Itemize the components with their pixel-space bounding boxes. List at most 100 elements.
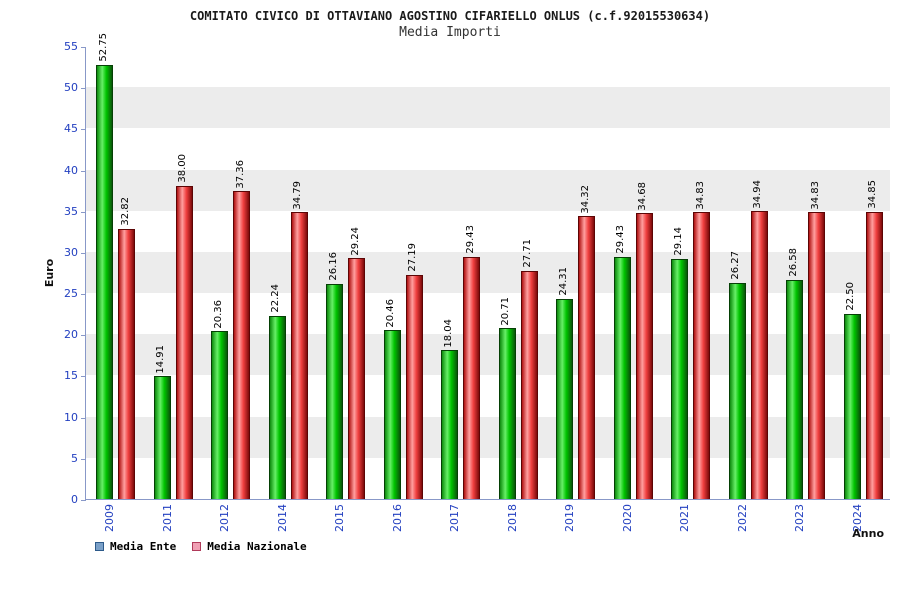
bar-value-label-media-nazionale-2024: 34.85 — [867, 180, 878, 209]
bar-value-label-media-nazionale-2023: 34.83 — [809, 180, 821, 210]
x-tick-label-2020: 2020 — [620, 504, 634, 532]
y-tick-label: 55 — [64, 40, 78, 53]
y-tick-label: 15 — [64, 369, 78, 383]
bar-value-label-media-ente-2024: 22.50 — [845, 282, 856, 311]
bar-value-label-media-nazionale-2014: 34.79 — [292, 180, 303, 210]
bar-value-label-media-ente-2018: 20.71 — [500, 296, 511, 326]
bar-media-ente-2020 — [613, 256, 631, 499]
x-tick-label-2019: 2019 — [563, 504, 576, 532]
bar-media-ente-2024 — [843, 313, 861, 499]
bar-media-ente-2009 — [96, 64, 113, 499]
grid-band — [86, 334, 890, 376]
bar-media-ente-2021 — [671, 259, 688, 499]
bar-value-label-media-nazionale-2022: 34.94 — [752, 179, 763, 209]
x-tick-label-2011: 2011 — [160, 504, 174, 532]
legend-item-media-ente: Media Ente — [95, 540, 176, 553]
y-tick-mark — [81, 170, 86, 172]
plot-area: 0 5 10 15 20 25 30 35 40 45 50 55 52.75 32.82 2009 14.9… — [64, 33, 890, 532]
bar-media-ente-2017 — [441, 350, 458, 499]
y-tick-label: 0 — [71, 493, 78, 506]
grid-band — [86, 128, 890, 170]
bar-media-nazionale-2019 — [578, 216, 595, 499]
grid-band — [86, 251, 890, 294]
grid-band — [86, 416, 890, 458]
y-tick-mark — [81, 47, 86, 48]
y-tick-label: 20 — [64, 328, 78, 342]
bar-media-ente-2015 — [326, 283, 343, 499]
bar-media-nazionale-2022 — [750, 211, 768, 499]
bar-media-ente-2019 — [556, 298, 573, 499]
x-tick-label-2021: 2021 — [678, 504, 691, 532]
chart-title: COMITATO CIVICO DI OTTAVIANO AGOSTINO CI… — [189, 9, 711, 23]
bar-media-nazionale-2012 — [233, 191, 250, 499]
grid-band — [86, 293, 890, 335]
bar-value-label-media-nazionale-2019: 34.32 — [579, 184, 591, 214]
bar-media-nazionale-2024 — [865, 211, 883, 499]
y-tick-mark — [81, 294, 86, 296]
bar-value-label-media-nazionale-2011: 38.00 — [177, 154, 188, 184]
bar-media-ente-2023 — [786, 280, 803, 499]
x-tick-label-2016: 2016 — [390, 504, 404, 532]
x-tick-label-2017: 2017 — [448, 504, 461, 532]
bar-value-label-media-nazionale-2021: 34.83 — [694, 180, 706, 210]
bar-value-label-media-ente-2015: 26.16 — [327, 251, 339, 281]
bar-media-nazionale-2011 — [175, 186, 193, 499]
bar-media-nazionale-2018 — [520, 270, 538, 499]
bar-value-label-media-ente-2017: 18.04 — [442, 318, 454, 348]
x-tick-label-2009: 2009 — [103, 504, 116, 532]
y-tick-mark — [81, 417, 86, 419]
x-tick-label-2018: 2018 — [505, 504, 519, 532]
bar-value-label-media-nazionale-2020: 34.68 — [637, 181, 648, 211]
bar-value-label-media-ente-2012: 20.36 — [212, 299, 224, 329]
bar-value-label-media-nazionale-2018: 27.71 — [522, 239, 533, 268]
bar-value-label-media-ente-2022: 26.27 — [730, 251, 741, 280]
y-tick-mark — [81, 211, 86, 213]
bar-value-label-media-nazionale-2015: 29.24 — [349, 226, 361, 256]
bar-media-nazionale-2009 — [118, 228, 135, 499]
bar-value-label-media-nazionale-2009: 32.82 — [119, 197, 131, 226]
grid-band — [86, 457, 890, 499]
y-axis-title: Euro — [43, 258, 56, 288]
bar-media-ente-2018 — [498, 328, 516, 499]
bar-media-nazionale-2021 — [693, 212, 710, 499]
legend: Media Ente Media Nazionale — [95, 540, 307, 553]
bar-value-label-media-ente-2011: 14.91 — [155, 344, 166, 374]
bar-media-nazionale-2017 — [463, 256, 480, 499]
bar-media-nazionale-2014 — [290, 212, 308, 499]
bar-value-label-media-ente-2023: 26.58 — [787, 248, 799, 278]
x-tick-label-2015: 2015 — [333, 504, 346, 532]
y-tick-label: 5 — [71, 451, 78, 465]
grid-band — [86, 210, 890, 252]
legend-swatch-media-ente — [95, 542, 104, 551]
y-tick-mark — [81, 500, 86, 501]
legend-swatch-media-nazionale — [192, 542, 202, 551]
y-tick-mark — [81, 335, 86, 337]
chart-subtitle: Media Importi — [399, 25, 501, 40]
bar-media-ente-2011 — [153, 376, 171, 499]
bar-value-label-media-nazionale-2017: 29.43 — [464, 224, 476, 254]
legend-item-media-nazionale: Media Nazionale — [192, 540, 307, 553]
grid-band — [86, 87, 890, 129]
bar-value-label-media-nazionale-2012: 37.36 — [234, 159, 246, 189]
bar-value-label-media-ente-2019: 24.31 — [557, 267, 569, 296]
grid-band — [86, 169, 890, 211]
bar-value-label-media-nazionale-2016: 27.19 — [407, 243, 418, 273]
y-tick-mark — [81, 129, 86, 131]
x-tick-label-2022: 2022 — [735, 504, 749, 532]
bar-value-label-media-ente-2016: 20.46 — [385, 298, 396, 328]
bar-value-label-media-ente-2021: 29.14 — [672, 227, 684, 256]
x-tick-label-2012: 2012 — [218, 504, 231, 532]
bar-media-nazionale-2015 — [348, 258, 365, 499]
legend-label-media-nazionale: Media Nazionale — [207, 540, 307, 553]
y-tick-label: 50 — [64, 81, 78, 95]
bar-media-ente-2014 — [268, 315, 286, 499]
y-tick-label: 45 — [64, 122, 78, 136]
bar-media-ente-2022 — [728, 282, 746, 499]
legend-label-media-ente: Media Ente — [110, 540, 177, 553]
x-axis-title: Anno — [852, 527, 884, 540]
bar-media-ente-2016 — [383, 330, 401, 499]
bar-media-ente-2012 — [211, 331, 228, 499]
y-tick-mark — [81, 252, 86, 254]
y-tick-mark — [81, 458, 86, 460]
bar-media-nazionale-2016 — [405, 275, 423, 499]
